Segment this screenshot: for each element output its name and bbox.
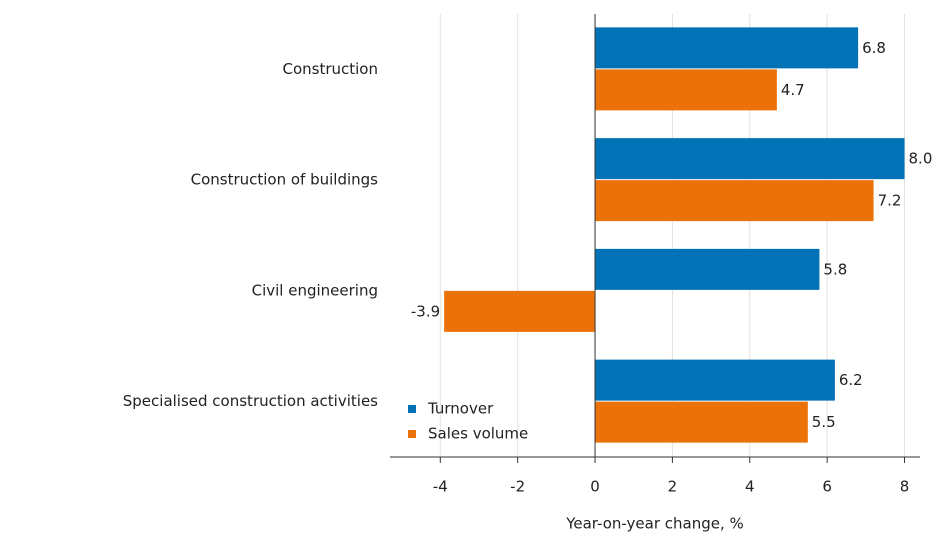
bar bbox=[595, 69, 777, 111]
value-label: 4.7 bbox=[781, 81, 805, 99]
bar bbox=[595, 248, 820, 290]
x-tick-label: 6 bbox=[822, 478, 832, 496]
legend-label: Sales volume bbox=[428, 425, 528, 443]
y-tick-label: Construction bbox=[282, 60, 378, 78]
value-label: 5.8 bbox=[823, 260, 847, 278]
value-label: 6.2 bbox=[839, 371, 863, 389]
legend-swatch bbox=[408, 405, 416, 413]
value-label: 8.0 bbox=[909, 150, 933, 168]
x-tick-label: -4 bbox=[433, 478, 448, 496]
x-tick-label: 4 bbox=[745, 478, 755, 496]
y-tick-label: Civil engineering bbox=[252, 281, 378, 299]
bar bbox=[595, 180, 874, 222]
value-label: 7.2 bbox=[878, 192, 902, 210]
bar bbox=[595, 401, 808, 443]
bar bbox=[595, 138, 905, 180]
x-tick-label: 2 bbox=[668, 478, 678, 496]
value-label: 5.5 bbox=[812, 413, 836, 431]
x-tick-label: 0 bbox=[590, 478, 600, 496]
bar bbox=[444, 290, 596, 332]
legend-swatch bbox=[408, 430, 416, 438]
bar bbox=[595, 27, 859, 69]
x-tick-label: -2 bbox=[510, 478, 525, 496]
value-label: 6.8 bbox=[862, 39, 886, 57]
x-tick-label: 8 bbox=[900, 478, 910, 496]
y-tick-label: Specialised construction activities bbox=[123, 392, 378, 410]
x-axis-label: Year-on-year change, % bbox=[565, 515, 744, 533]
value-label: -3.9 bbox=[411, 302, 440, 320]
bar bbox=[595, 359, 835, 401]
legend-label: Turnover bbox=[427, 400, 494, 418]
y-tick-label: Construction of buildings bbox=[191, 171, 379, 189]
